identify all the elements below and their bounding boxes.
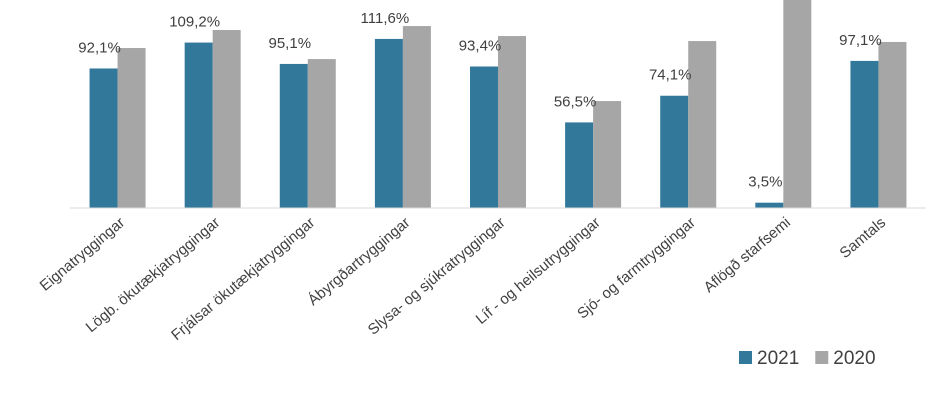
- bar: [402, 26, 431, 208]
- bar: [783, 0, 812, 208]
- bar: [374, 38, 403, 208]
- bar: [660, 95, 689, 208]
- data-label: 111,6%: [361, 10, 410, 27]
- bar: [184, 42, 213, 208]
- plot-area: [89, 0, 907, 208]
- data-label: 93,4%: [459, 38, 502, 55]
- data-label: 95,1%: [269, 35, 312, 52]
- x-tick-label: Eignatryggingar: [37, 214, 128, 295]
- data-label: 97,1%: [839, 32, 882, 49]
- bar: [688, 41, 717, 208]
- legend-label: 2020: [833, 348, 875, 369]
- x-tick-label: Ábyrgðartryggingar: [305, 214, 414, 309]
- data-label: 109,2%: [169, 14, 220, 31]
- legend-swatch: [815, 351, 829, 364]
- bar: [470, 66, 498, 208]
- x-tick-label: Aflögð starfsemi: [701, 214, 794, 296]
- bar: [878, 41, 907, 208]
- bar: [279, 63, 308, 208]
- data-label: 56,5%: [554, 93, 597, 110]
- bar: [755, 202, 784, 208]
- bar: [307, 59, 336, 208]
- legend-label: 2021: [757, 348, 799, 369]
- bar: [498, 36, 526, 208]
- data-label: 92,1%: [78, 39, 121, 56]
- bar: [850, 60, 879, 208]
- bar: [593, 101, 622, 208]
- data-label: 3,5%: [748, 174, 782, 191]
- legend-swatch: [739, 351, 752, 364]
- bar: [565, 122, 594, 208]
- bar: [117, 48, 146, 208]
- data-label: 74,1%: [649, 67, 692, 84]
- bar: [89, 68, 118, 208]
- bar: [212, 29, 241, 208]
- x-tick-label: Samtals: [837, 214, 889, 262]
